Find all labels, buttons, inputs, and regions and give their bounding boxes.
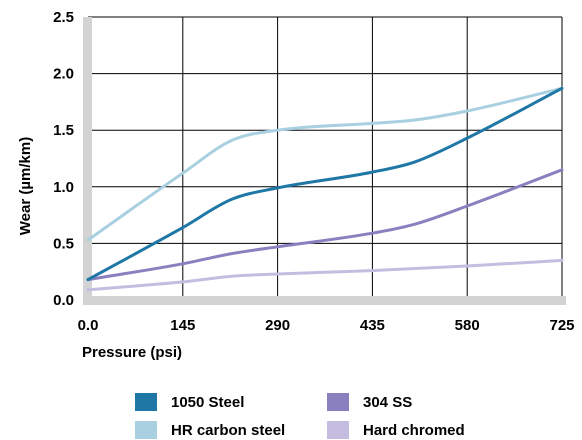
x-axis-bar xyxy=(83,296,566,305)
y-tick-label: 1.5 xyxy=(53,122,74,139)
legend-label-304-ss: 304 SS xyxy=(363,393,413,411)
legend-swatch-hard-chromed xyxy=(327,421,349,439)
x-axis-title: Pressure (psi) xyxy=(82,344,182,361)
y-tick-label: 2.0 xyxy=(53,66,74,83)
y-tick-label: 0.5 xyxy=(53,235,74,252)
x-tick-label: 145 xyxy=(170,317,195,334)
legend-label-hr-carbon-steel: HR carbon steel xyxy=(171,421,286,439)
legend-label-hard-chromed: Hard chromed xyxy=(363,421,465,439)
y-tick-label: 0.0 xyxy=(53,292,74,309)
series-line-hard-chromed xyxy=(86,258,564,292)
y-tick-label: 2.5 xyxy=(53,9,74,26)
series-line-1050-steel xyxy=(86,86,564,282)
y-axis-bar xyxy=(83,17,92,305)
legend-swatch-hr-carbon-steel xyxy=(135,421,157,439)
x-tick-label: 725 xyxy=(549,317,574,334)
legend-label-1050-steel: 1050 Steel xyxy=(171,393,245,411)
y-tick-label: 1.0 xyxy=(53,179,74,196)
y-axis-title: Wear (µm/km) xyxy=(17,137,34,235)
legend-item-hard-chromed: Hard chromed xyxy=(327,420,465,440)
legend-swatch-304-ss xyxy=(327,393,349,411)
legend-item-hr-carbon-steel: HR carbon steel xyxy=(135,420,285,440)
x-tick-label: 290 xyxy=(265,317,290,334)
x-tick-label: 435 xyxy=(360,317,385,334)
legend-item-304-ss: 304 SS xyxy=(327,392,412,412)
x-tick-label: 580 xyxy=(455,317,480,334)
x-tick-label: 0.0 xyxy=(78,317,99,334)
series-line-hr-carbon-steel xyxy=(86,86,564,242)
legend: 1050 Steel 304 SS HR carbon steel Hard c… xyxy=(135,392,535,440)
legend-swatch-1050-steel xyxy=(135,393,157,411)
series-line-304-ss xyxy=(86,168,564,282)
legend-item-1050-steel: 1050 Steel xyxy=(135,392,244,412)
